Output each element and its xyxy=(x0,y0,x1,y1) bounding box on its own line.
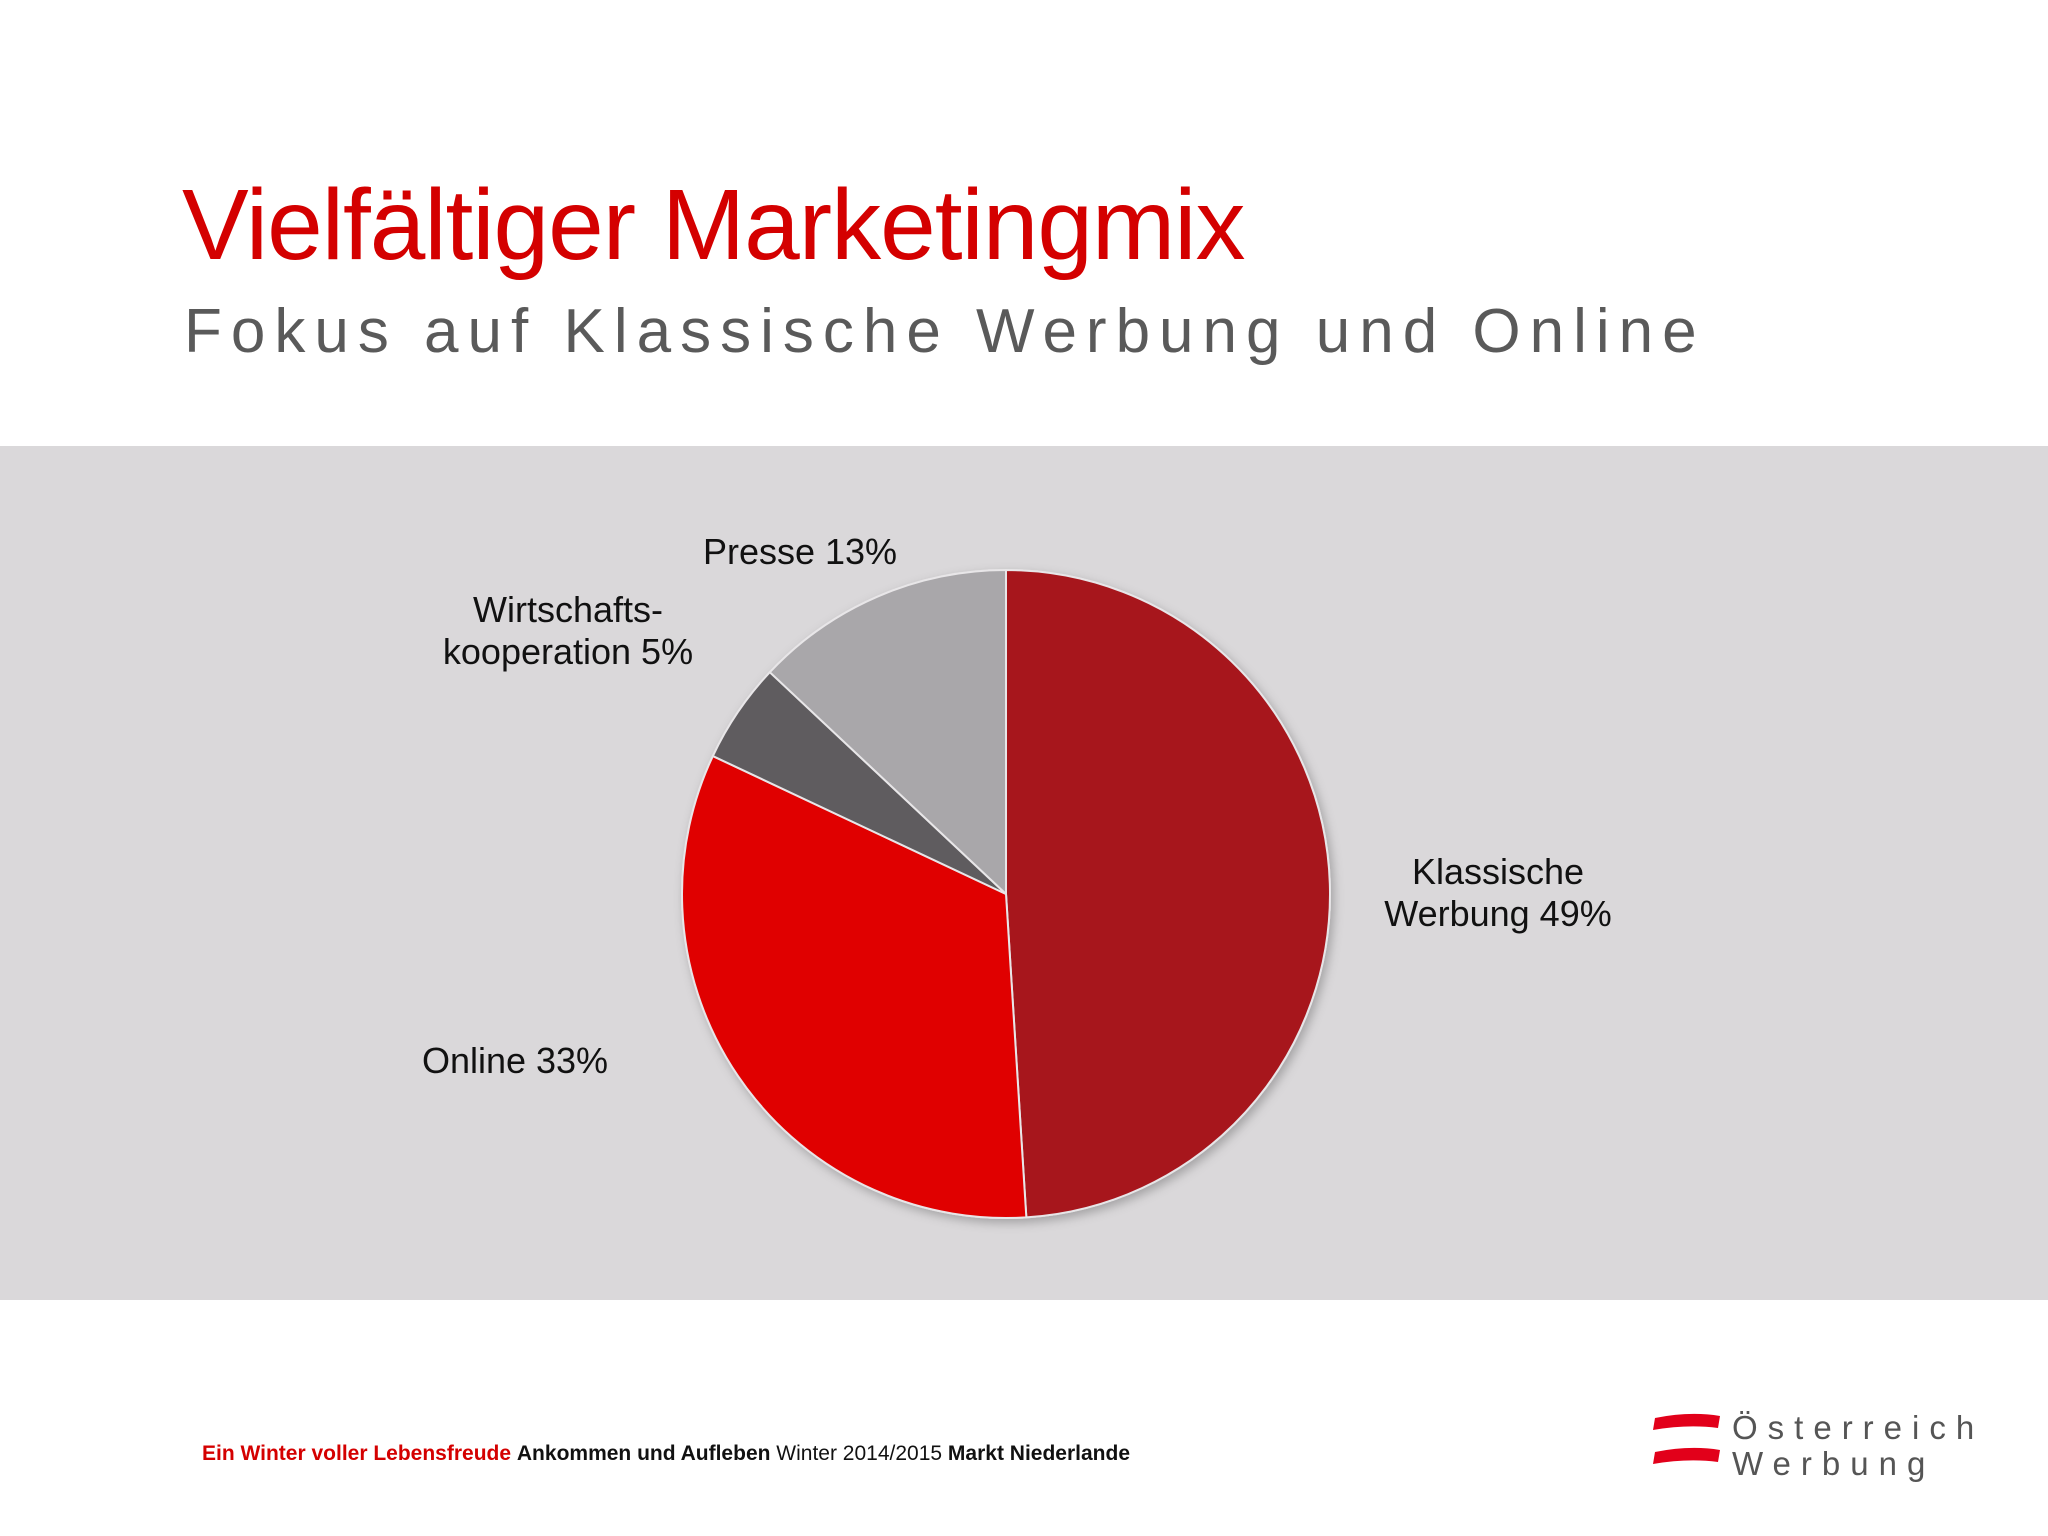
pie-label-2-line-1: kooperation 5% xyxy=(443,631,693,672)
pie-label-0: Klassische Werbung 49% xyxy=(1384,851,1611,934)
logo-text: Österreich Werbung xyxy=(1732,1410,1984,1482)
austria-flag-logo-icon xyxy=(1653,1413,1720,1464)
pie-label-2: Wirtschafts-kooperation 5% xyxy=(443,589,693,672)
pie-label-0-line-1: Werbung 49% xyxy=(1384,893,1611,934)
pie-label-1: Online 33% xyxy=(422,1040,608,1081)
logo-line-2: Werbung xyxy=(1732,1445,1936,1482)
pie-label-1-line-0: Online 33% xyxy=(422,1040,608,1081)
logo-line-1: Österreich xyxy=(1732,1409,1985,1446)
pie-label-3: Presse 13% xyxy=(703,531,897,572)
footer-market-label: Markt xyxy=(947,1442,1004,1465)
pie-label-0-line-0: Klassische xyxy=(1412,851,1584,892)
footer: Ein Winter voller Lebensfreude Ankommen … xyxy=(202,1442,1130,1466)
pie-slice-0 xyxy=(1005,568,1331,1219)
slide-title: Vielfältiger Marketingmix xyxy=(182,169,1245,281)
pie-label-2-line-0: Wirtschafts- xyxy=(473,589,663,630)
pie-slice-1 xyxy=(681,754,1028,1219)
footer-theme: Ankommen und Aufleben xyxy=(516,1442,771,1465)
pie-label-3-line-0: Presse 13% xyxy=(703,531,897,572)
pie-slice-3 xyxy=(768,568,1007,897)
footer-campaign: Ein Winter voller Lebensfreude xyxy=(202,1442,512,1465)
footer-season: Winter 2014/2015 xyxy=(776,1442,943,1465)
slide-subtitle: Fokus auf Klassische Werbung und Online xyxy=(184,297,1706,366)
footer-market: Niederlande xyxy=(1009,1442,1131,1465)
